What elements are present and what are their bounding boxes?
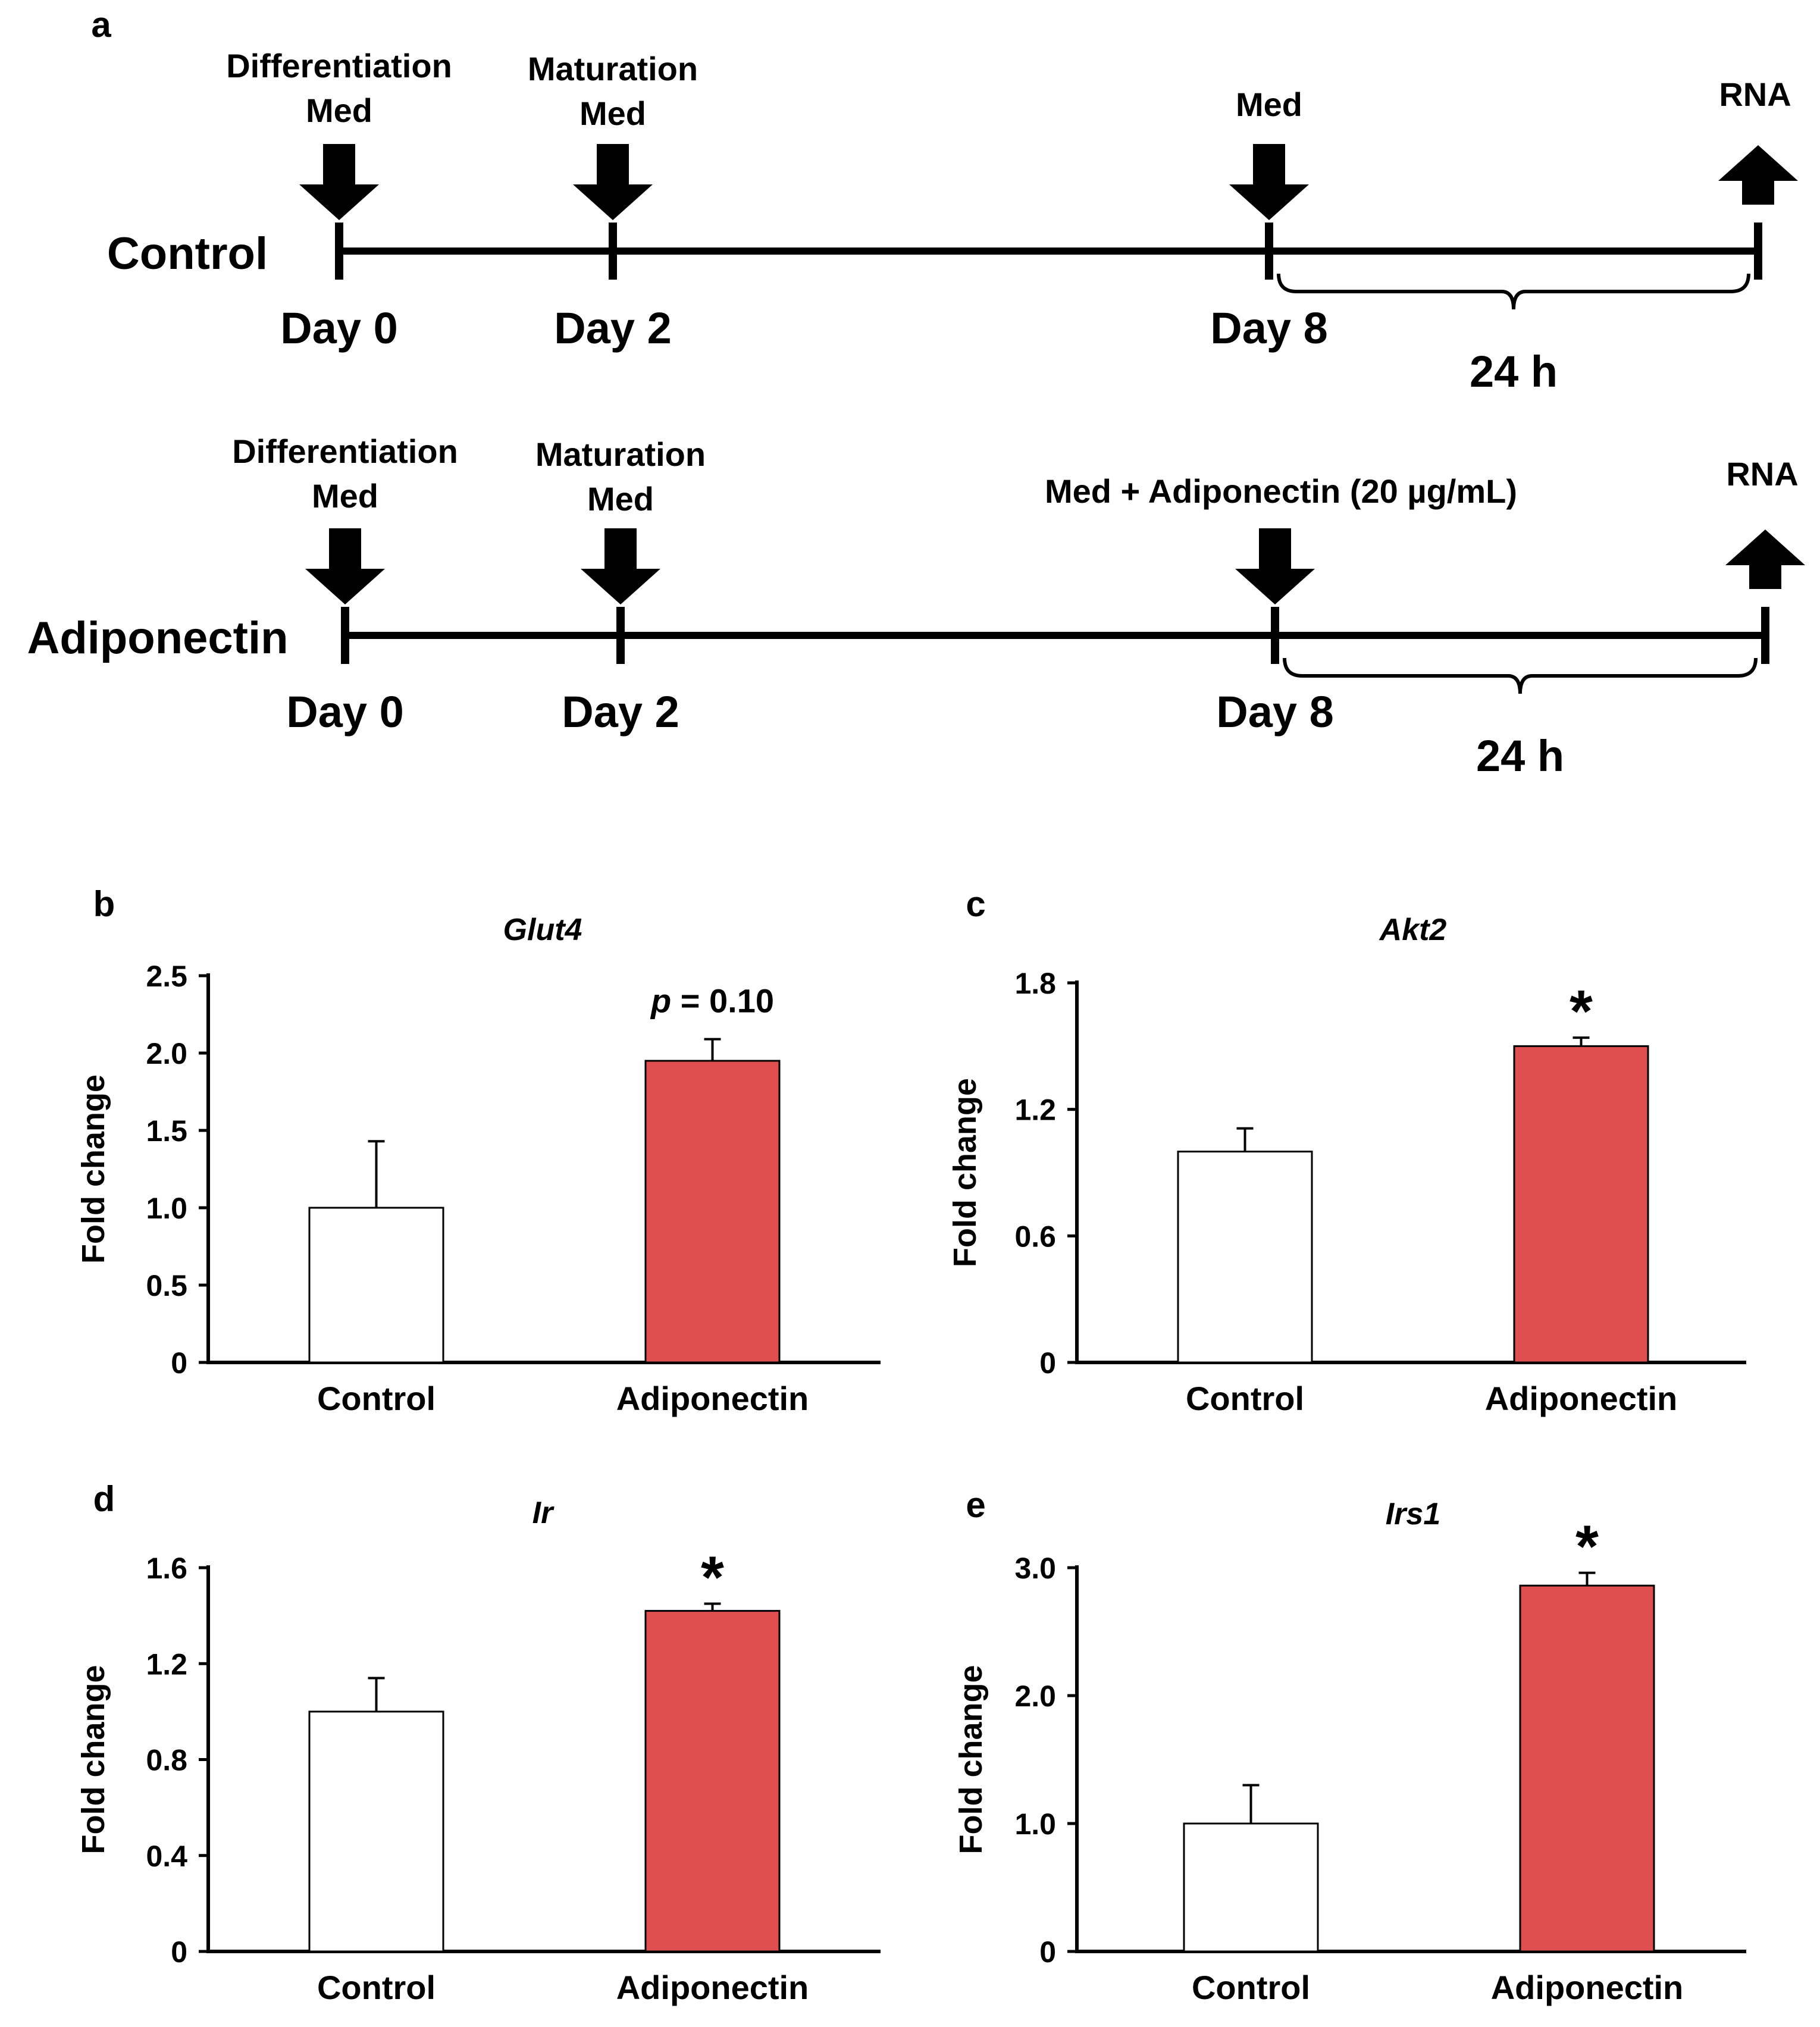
panel-label-c: c <box>966 884 985 924</box>
day-label-control-2: Day 8 <box>1210 303 1327 353</box>
y-tick-label: 0.4 <box>146 1840 187 1873</box>
y-axis-label: Fold change <box>953 1665 989 1854</box>
y-tick-label: 0 <box>1039 1346 1056 1380</box>
bar-control <box>308 1710 444 1953</box>
y-axis-label: Fold change <box>76 1665 111 1854</box>
duration-bracket-adiponectin <box>1283 657 1758 694</box>
y-tick-label: 0 <box>171 1346 187 1380</box>
significance-marker: * <box>701 1544 724 1611</box>
chart-title: Akt2 <box>1379 913 1447 947</box>
day-label-adiponectin-2: Day 8 <box>1216 687 1333 737</box>
y-tick-label: 1.2 <box>146 1647 187 1681</box>
y-tick-label: 0.8 <box>146 1744 187 1777</box>
x-tick-label: Control <box>317 1969 436 2006</box>
arrow-label-rna-control: RNA <box>1719 76 1791 113</box>
y-tick-label: 1.2 <box>1014 1094 1056 1127</box>
y-tick-label: 2.0 <box>146 1037 187 1070</box>
y-tick-label: 0 <box>1039 1935 1056 1969</box>
chart-c: c Akt2 Fold change 0 0.6 1.2 1.8 Control Adipone… <box>947 884 1746 1417</box>
x-tick-label: Control <box>1186 1380 1304 1417</box>
chart-title: Irs1 <box>1386 1497 1441 1531</box>
arrow-label-differentiation-control: Differentiation <box>226 47 452 84</box>
arrow-label-differentiation-med-adiponectin: Med <box>312 477 378 515</box>
arrow-label-maturation-med-adiponectin: Med <box>587 480 654 518</box>
up-arrow-icon <box>1718 145 1798 205</box>
significance-marker: * <box>1575 1514 1599 1580</box>
bar-adiponectin <box>1513 1045 1649 1364</box>
arrow-label-treatment-adiponectin: Med + Adiponectin (20 µg/mL) <box>1045 472 1517 510</box>
up-arrow-icon <box>1725 530 1805 589</box>
p-value-annotation: p = 0.10 <box>650 982 774 1020</box>
y-tick-label: 1.5 <box>146 1114 187 1148</box>
timeline-label-adiponectin: Adiponectin <box>27 613 288 663</box>
x-tick-label: Adiponectin <box>1491 1969 1684 2006</box>
x-tick-label: Adiponectin <box>616 1969 809 2006</box>
bar-adiponectin <box>644 1060 781 1364</box>
down-arrow-icon <box>1229 144 1309 220</box>
down-arrow-icon <box>581 528 660 604</box>
arrow-label-rna-adiponectin: RNA <box>1726 455 1798 493</box>
x-tick-label: Control <box>317 1380 436 1417</box>
arrow-label-maturation-med-control: Med <box>579 95 646 132</box>
y-axis-label: Fold change <box>947 1078 983 1267</box>
panel-label-b: b <box>93 884 115 924</box>
y-tick-label: 1.6 <box>146 1552 187 1585</box>
panel-label-a: a <box>91 5 111 45</box>
down-arrow-icon <box>305 528 385 604</box>
day-label-adiponectin-1: Day 2 <box>562 687 679 737</box>
significance-marker: * <box>1570 978 1593 1045</box>
down-arrow-icon <box>573 144 653 220</box>
timeline-label-control: Control <box>107 228 268 279</box>
y-tick-label: 1.0 <box>146 1192 187 1225</box>
bar-control <box>308 1207 444 1364</box>
arrow-label-maturation-control: Maturation <box>528 50 698 87</box>
x-tick-label: Control <box>1192 1969 1310 2006</box>
day-label-control-0: Day 0 <box>280 303 397 353</box>
down-arrow-icon <box>299 144 379 220</box>
bar-adiponectin <box>644 1610 781 1953</box>
y-tick-label: 1.8 <box>1014 967 1056 1000</box>
arrow-label-differentiation-adiponectin: Differentiation <box>232 433 458 470</box>
arrow-label-differentiation-med-control: Med <box>306 92 372 129</box>
chart-title: Glut4 <box>503 913 582 947</box>
day-label-adiponectin-0: Day 0 <box>286 687 403 737</box>
duration-bracket-control <box>1277 273 1750 310</box>
y-axis-label: Fold change <box>76 1074 111 1264</box>
chart-e: e Irs1 Fold change 0 1.0 2.0 3.0 Control Adipone… <box>953 1485 1746 2006</box>
bar-adiponectin <box>1519 1584 1655 1953</box>
x-tick-label: Adiponectin <box>1485 1380 1678 1417</box>
y-tick-label: 1.0 <box>1014 1807 1056 1841</box>
bar-control <box>1183 1822 1319 1953</box>
chart-b: b Glut4 Fold change 0 0.5 1.0 1.5 2.0 2.5 Control… <box>76 884 881 1417</box>
panel-label-d: d <box>93 1479 115 1519</box>
y-tick-label: 3.0 <box>1014 1552 1056 1585</box>
arrow-label-treatment-control: Med <box>1236 86 1302 123</box>
duration-label-control: 24 h <box>1470 347 1558 396</box>
y-tick-label: 0.5 <box>146 1269 187 1302</box>
panel-label-e: e <box>966 1485 985 1525</box>
x-tick-label: Adiponectin <box>616 1380 809 1417</box>
chart-title: Ir <box>532 1496 555 1530</box>
duration-label-adiponectin: 24 h <box>1476 731 1564 781</box>
y-tick-label: 0 <box>171 1935 187 1969</box>
y-tick-label: 2.5 <box>146 960 187 993</box>
bar-control <box>1177 1151 1313 1364</box>
day-label-control-1: Day 2 <box>554 303 671 353</box>
down-arrow-icon <box>1235 528 1315 604</box>
y-tick-label: 0.6 <box>1014 1220 1056 1253</box>
y-tick-label: 2.0 <box>1014 1680 1056 1713</box>
arrow-label-maturation-adiponectin: Maturation <box>535 436 706 473</box>
chart-d: d Ir Fold change 0 0.4 0.8 1.2 1.6 Control Adipon… <box>76 1479 881 2006</box>
